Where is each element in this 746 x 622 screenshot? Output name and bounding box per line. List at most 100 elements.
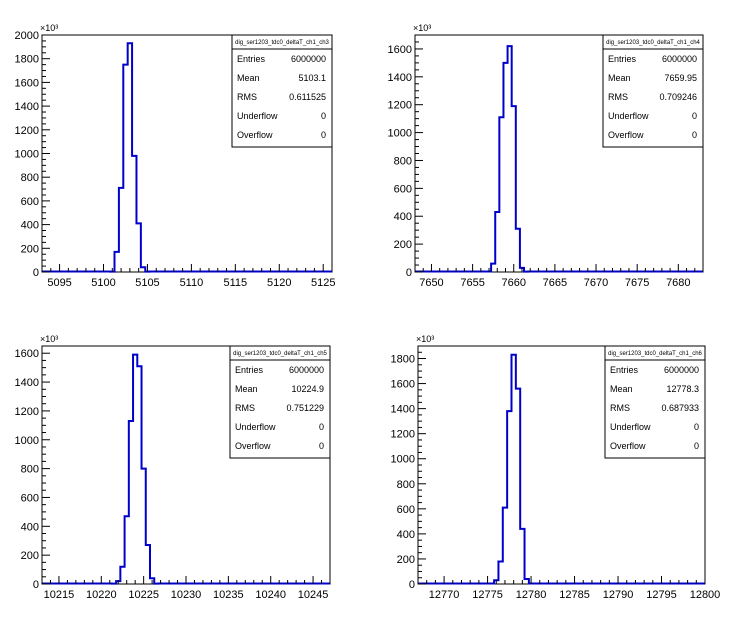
stats-box-frame: [231, 34, 333, 148]
x-tick-label: 12785: [559, 589, 590, 601]
x-tick-label: 7670: [584, 277, 608, 289]
histogram-bin: [136, 223, 140, 272]
histogram-bin: [119, 188, 123, 272]
stats-overflow-value: 0: [319, 441, 324, 451]
histogram-bin: [498, 561, 502, 584]
stats-entries-value: 6000000: [662, 54, 697, 64]
y-tick-label: 800: [394, 155, 412, 167]
y-tick-label: 800: [397, 479, 415, 491]
y-tick-label: 600: [397, 504, 415, 516]
histogram-bin: [525, 579, 529, 584]
y-tick-label: 0: [409, 579, 415, 591]
stats-mean-value: 12778.3: [666, 384, 699, 394]
histogram-bin: [511, 355, 515, 584]
y-tick-label: 400: [394, 211, 412, 223]
histogram-name: dig_ser1203_tdc0_deltaT_ch1_ch6: [608, 351, 702, 357]
y-tick-label: 1400: [15, 377, 39, 389]
stats-mean-label: Mean: [608, 73, 631, 83]
stats-entries-value: 6000000: [289, 365, 324, 375]
y-tick-label: 1000: [388, 128, 412, 140]
histogram-bin: [520, 529, 524, 584]
histogram-bin: [137, 366, 141, 584]
stats-box: dig_ser1203_tdc0_deltaT_ch1_ch4 Entries 60…: [602, 34, 704, 148]
x-tick-label: 12780: [516, 589, 547, 601]
stats-mean-label: Mean: [237, 73, 260, 83]
x-tick-label: 5110: [180, 277, 204, 289]
histogram-name: dig_ser1203_tdc0_deltaT_ch1_ch5: [233, 351, 327, 357]
y-tick-label: 1200: [388, 100, 412, 112]
y-tick-label: 800: [21, 464, 39, 476]
x-tick-label: 10235: [213, 589, 244, 601]
x-tick-label: 5095: [47, 277, 71, 289]
y-tick-label: 1400: [388, 72, 412, 84]
histogram-bin: [123, 65, 127, 272]
stats-overflow-label: Overflow: [608, 130, 644, 140]
histogram-bin: [503, 63, 507, 272]
stats-overflow-label: Overflow: [610, 441, 646, 451]
y-tick-label: 200: [394, 239, 412, 251]
histogram-panel-2: 7650 7655 7660 7665 7670 7675 7680 0 200 400 600 80…: [388, 23, 704, 289]
stats-entries-label: Entries: [608, 54, 637, 64]
stats-box: dig_ser1203_tdc0_deltaT_ch1_ch6 Entries 60…: [604, 345, 706, 459]
y-tick-label: 1600: [391, 379, 415, 391]
x-tick-label: 10240: [255, 589, 286, 601]
y-tick-label: 600: [21, 196, 39, 208]
stats-entries-value: 6000000: [291, 54, 326, 64]
y-tick-label: 200: [397, 554, 415, 566]
x-tick-label: 10225: [128, 589, 159, 601]
x-tick-label: 7680: [666, 277, 690, 289]
x-tick-label: 12795: [646, 589, 677, 601]
stats-underflow-value: 0: [692, 111, 697, 121]
stats-underflow-value: 0: [319, 422, 324, 432]
x-tick-label: 5115: [224, 277, 248, 289]
stats-underflow-value: 0: [694, 422, 699, 432]
histogram-bin: [512, 106, 516, 272]
histogram-name: dig_ser1203_tdc0_deltaT_ch1_ch3: [235, 40, 329, 46]
histogram-bin: [516, 389, 520, 584]
stats-underflow-label: Underflow: [237, 111, 278, 121]
x-tick-label: 12770: [429, 589, 460, 601]
histogram-bin: [129, 421, 133, 584]
x-tick-label: 12775: [472, 589, 503, 601]
histogram-bin: [491, 264, 495, 272]
stats-mean-value: 7659.95: [664, 73, 697, 83]
stats-underflow-label: Underflow: [235, 422, 276, 432]
y-tick-label: 1600: [15, 77, 39, 89]
stats-rms-label: RMS: [237, 92, 257, 102]
stats-rms-value: 0.611525: [289, 92, 326, 102]
stats-rms-value: 0.687933: [661, 403, 699, 413]
stats-rms-label: RMS: [608, 92, 628, 102]
histogram-bin: [128, 43, 132, 272]
histogram-panel-3: 10215 10220 10225 10230 10235 10240 10245 0 200 4…: [15, 334, 331, 601]
y-tick-label: 1400: [391, 404, 415, 416]
y-tick-label: 2000: [15, 30, 39, 42]
histogram-bin: [115, 252, 119, 272]
histogram-bin: [503, 508, 507, 584]
stats-rms-label: RMS: [235, 403, 255, 413]
x-tick-label: 5120: [267, 277, 291, 289]
histogram-bin: [507, 411, 511, 584]
y-tick-label: 200: [21, 550, 39, 562]
y-tick-label: 1000: [15, 435, 39, 447]
stats-overflow-value: 0: [694, 441, 699, 451]
y-tick-label: 0: [406, 267, 412, 279]
y-tick-label: 400: [397, 529, 415, 541]
histogram-line: [418, 353, 705, 585]
x-tick-label: 7655: [460, 277, 484, 289]
y-tick-label: 1600: [388, 44, 412, 56]
histogram-bin: [499, 117, 503, 272]
y-tick-label: 600: [394, 183, 412, 195]
stats-box-frame: [229, 345, 331, 459]
x-tick-label: 7650: [419, 277, 443, 289]
y-exponent-label: ×10³: [40, 334, 58, 344]
stats-overflow-label: Overflow: [237, 130, 273, 140]
x-tick-label: 5125: [311, 277, 335, 289]
x-tick-label: 5105: [135, 277, 159, 289]
stats-underflow-label: Underflow: [610, 422, 651, 432]
y-tick-label: 1000: [15, 149, 39, 161]
histogram-bin: [508, 46, 512, 272]
stats-overflow-value: 0: [692, 130, 697, 140]
y-tick-label: 1200: [391, 429, 415, 441]
